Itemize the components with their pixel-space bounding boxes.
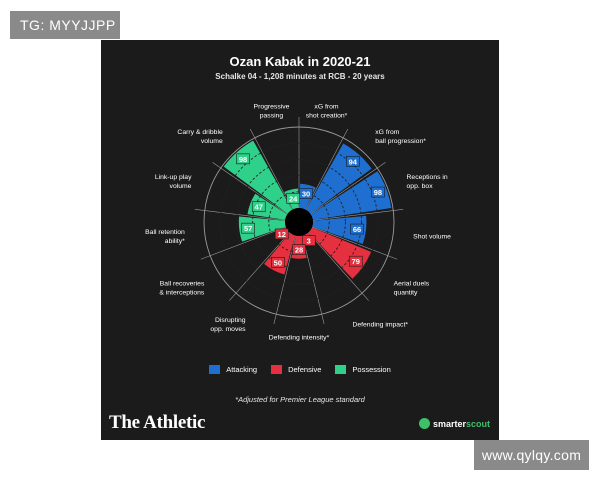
value-label: 47 xyxy=(255,203,263,212)
polar-bar-chart: 30 94 98 66 79 3 28 50 12 57 47 98 24 xG from shot cre… xyxy=(145,103,451,342)
sector-divider xyxy=(249,128,293,210)
sector-divider xyxy=(229,232,290,301)
value-label: 98 xyxy=(374,188,382,197)
sector-divider xyxy=(311,226,398,260)
category-label: Receptions in opp. box xyxy=(407,174,448,190)
legend-label-possession: Possession xyxy=(352,365,391,374)
watermark-top-left: TG: MYYJJPP xyxy=(10,11,120,39)
legend-label-attacking: Attacking xyxy=(226,365,258,374)
value-badge xyxy=(348,255,363,267)
legend-swatch-possession xyxy=(335,365,347,374)
chart-title: Ozan Kabak in 2020-21 xyxy=(229,54,371,69)
legend-swatch-attacking xyxy=(209,365,221,374)
value-badge xyxy=(251,201,266,213)
category-label: Shot volume xyxy=(413,233,451,240)
category-label: Defending impact* xyxy=(352,321,408,328)
value-label: 24 xyxy=(289,194,298,203)
value-label: 57 xyxy=(244,224,252,233)
value-badge xyxy=(371,186,385,198)
watermark-bottom-right: www.qylqy.com xyxy=(474,440,589,470)
category-label: Link-up play volume xyxy=(155,174,192,190)
chart-card: Ozan Kabak in 2020-21 Schalke 04 - 1,208… xyxy=(101,40,499,440)
the-athletic-logo: The Athletic xyxy=(109,412,206,433)
category-label: Carry & dribble volume xyxy=(177,129,223,145)
sector-divider xyxy=(200,226,287,260)
legend-item-attacking: Attacking xyxy=(209,365,257,374)
value-badge xyxy=(241,222,256,234)
category-label: Progressive passing xyxy=(254,103,290,119)
legend-item-defensive: Defensive xyxy=(271,365,321,374)
bar-possession xyxy=(247,193,288,220)
value-badge xyxy=(286,192,300,204)
category-label: Defending intensity* xyxy=(269,335,330,342)
sector-divider xyxy=(212,162,288,215)
chart-footnote: *Adjusted for Premier League standard xyxy=(235,395,365,404)
sector-divider xyxy=(312,209,404,221)
category-label: xG from shot creation* xyxy=(306,103,348,119)
sector-divider xyxy=(302,235,325,325)
sector-divider xyxy=(194,209,286,221)
value-label: 30 xyxy=(302,190,310,199)
value-label: 98 xyxy=(239,155,247,164)
bar-possession xyxy=(238,216,286,242)
value-label: 28 xyxy=(295,246,303,255)
value-badge xyxy=(346,155,360,167)
grid-circle xyxy=(252,175,346,269)
value-badge xyxy=(350,223,364,235)
category-label: Aerial duels quantity xyxy=(394,280,430,296)
legend-label-defensive: Defensive xyxy=(288,365,322,374)
value-badge xyxy=(292,244,306,255)
category-label: Disrupting opp. moves xyxy=(210,317,246,333)
legend-swatch-defensive xyxy=(271,365,283,374)
value-label: 12 xyxy=(278,230,286,239)
legend-item-possession: Possession xyxy=(335,365,391,374)
smarterscout-icon xyxy=(419,418,430,429)
value-badge xyxy=(301,235,316,246)
value-label: 3 xyxy=(307,237,311,246)
category-label: xG from ball progression* xyxy=(375,129,426,145)
grid-circle xyxy=(219,142,379,302)
chart-legend: Attacking Defensive Possession xyxy=(101,365,499,374)
value-label: 94 xyxy=(349,157,358,166)
value-label: 66 xyxy=(353,225,361,234)
value-badge xyxy=(271,256,285,268)
sector-divider xyxy=(310,162,386,215)
smarterscout-logo: smarterscout xyxy=(419,418,490,429)
sector-divider xyxy=(273,235,296,325)
category-label: Ball retention ability* xyxy=(145,229,185,245)
smarterscout-wordmark: smarterscout xyxy=(433,418,491,429)
bar-attacking xyxy=(312,215,367,245)
grid-circle xyxy=(235,158,363,286)
center-hole xyxy=(285,208,313,236)
sector-divider xyxy=(308,232,369,301)
chart-subtitle: Schalke 04 - 1,208 minutes at RCB - 20 y… xyxy=(215,72,385,81)
outer-ring xyxy=(203,126,395,318)
value-badge xyxy=(236,153,250,165)
value-badge xyxy=(274,228,289,240)
value-label: 79 xyxy=(352,257,360,266)
category-label: Ball recoveries & interceptions xyxy=(159,280,205,296)
bar-attacking xyxy=(310,171,392,220)
value-label: 50 xyxy=(274,258,282,267)
